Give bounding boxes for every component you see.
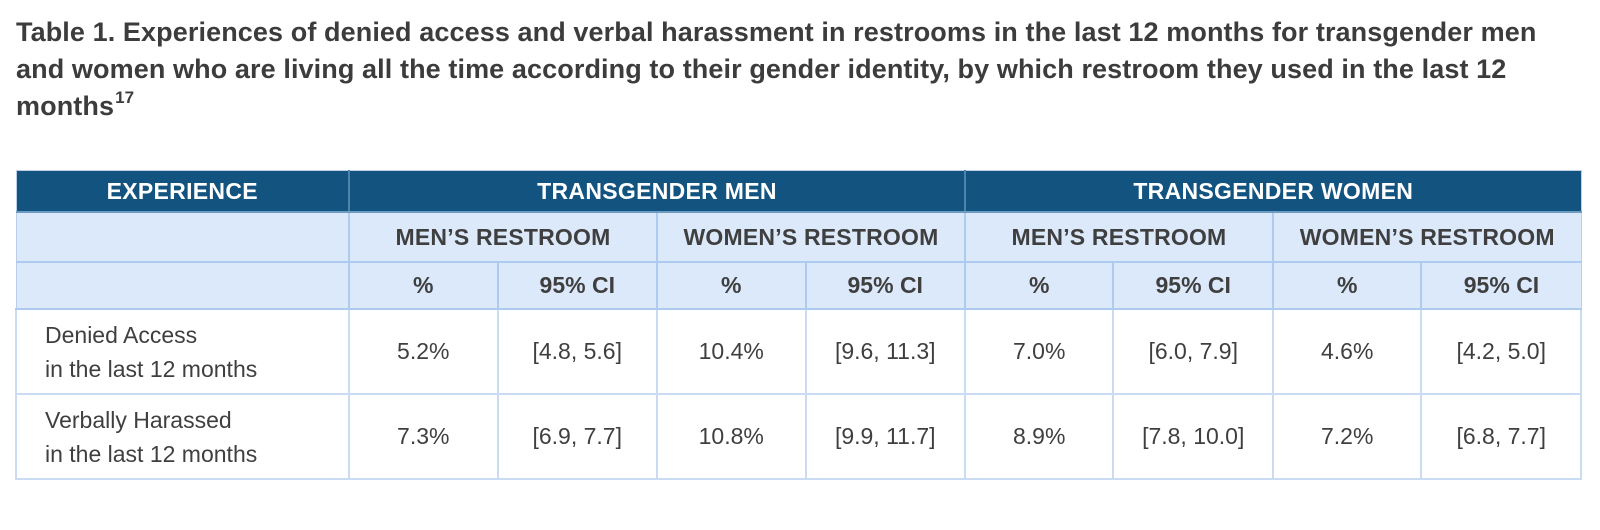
metric-header-ci: 95% CI [1112,262,1274,310]
stat-cell: 10.4% [655,308,807,395]
table-title-text: Table 1. Experiences of denied access an… [16,17,1537,121]
subheader-tw-mens-restroom: MEN’S RESTROOM [963,212,1274,263]
stat-cell: [6.8, 7.7] [1420,393,1582,480]
subheader-tw-womens-restroom: WOMEN’S RESTROOM [1271,212,1581,263]
stat-cell: [6.9, 7.7] [496,393,658,480]
row-label: Verbally Harassed in the last 12 months [15,393,350,480]
stat-cell: [4.8, 5.6] [496,308,658,395]
stat-cell: 10.8% [655,393,807,480]
subheader-tm-womens-restroom: WOMEN’S RESTROOM [655,212,966,263]
stat-cell: [9.9, 11.7] [804,393,966,480]
metric-header-percent: % [348,262,499,310]
stat-cell: 5.2% [348,308,499,395]
row-label: Denied Access in the last 12 months [15,308,350,395]
experience-table: EXPERIENCE TRANSGENDER MEN TRANSGENDER W… [15,170,1582,480]
stat-cell: 4.6% [1271,308,1423,395]
stat-cell: [7.8, 10.0] [1112,393,1274,480]
metric-header-percent: % [963,262,1115,310]
footnote-marker: 17 [115,88,135,107]
subheader-tm-mens-restroom: MEN’S RESTROOM [348,212,658,263]
stat-cell: 8.9% [963,393,1115,480]
metric-header-percent: % [655,262,807,310]
empty-header-cell [16,212,350,263]
table-row-verbally-harassed: Verbally Harassed in the last 12 months … [15,393,1582,480]
header-cell-transgender-men: TRANSGENDER MEN [348,170,965,213]
empty-header-cell [16,262,350,310]
metric-header-percent: % [1271,262,1423,310]
metric-header-ci: 95% CI [804,262,966,310]
header-cell-transgender-women: TRANSGENDER WOMEN [963,170,1581,213]
stat-cell: [9.6, 11.3] [804,308,966,395]
header-cell-experience: EXPERIENCE [16,170,349,213]
page-title: Table 1. Experiences of denied access an… [0,0,1562,125]
stat-cell: 7.0% [963,308,1115,395]
stat-cell: [6.0, 7.9] [1112,308,1274,395]
stat-cell: 7.3% [348,393,499,480]
metric-header-ci: 95% CI [496,262,658,310]
stat-cell: [4.2, 5.0] [1420,308,1582,395]
table-row-denied-access: Denied Access in the last 12 months 5.2%… [15,308,1582,395]
stat-cell: 7.2% [1271,393,1423,480]
metric-header-ci: 95% CI [1420,262,1581,310]
